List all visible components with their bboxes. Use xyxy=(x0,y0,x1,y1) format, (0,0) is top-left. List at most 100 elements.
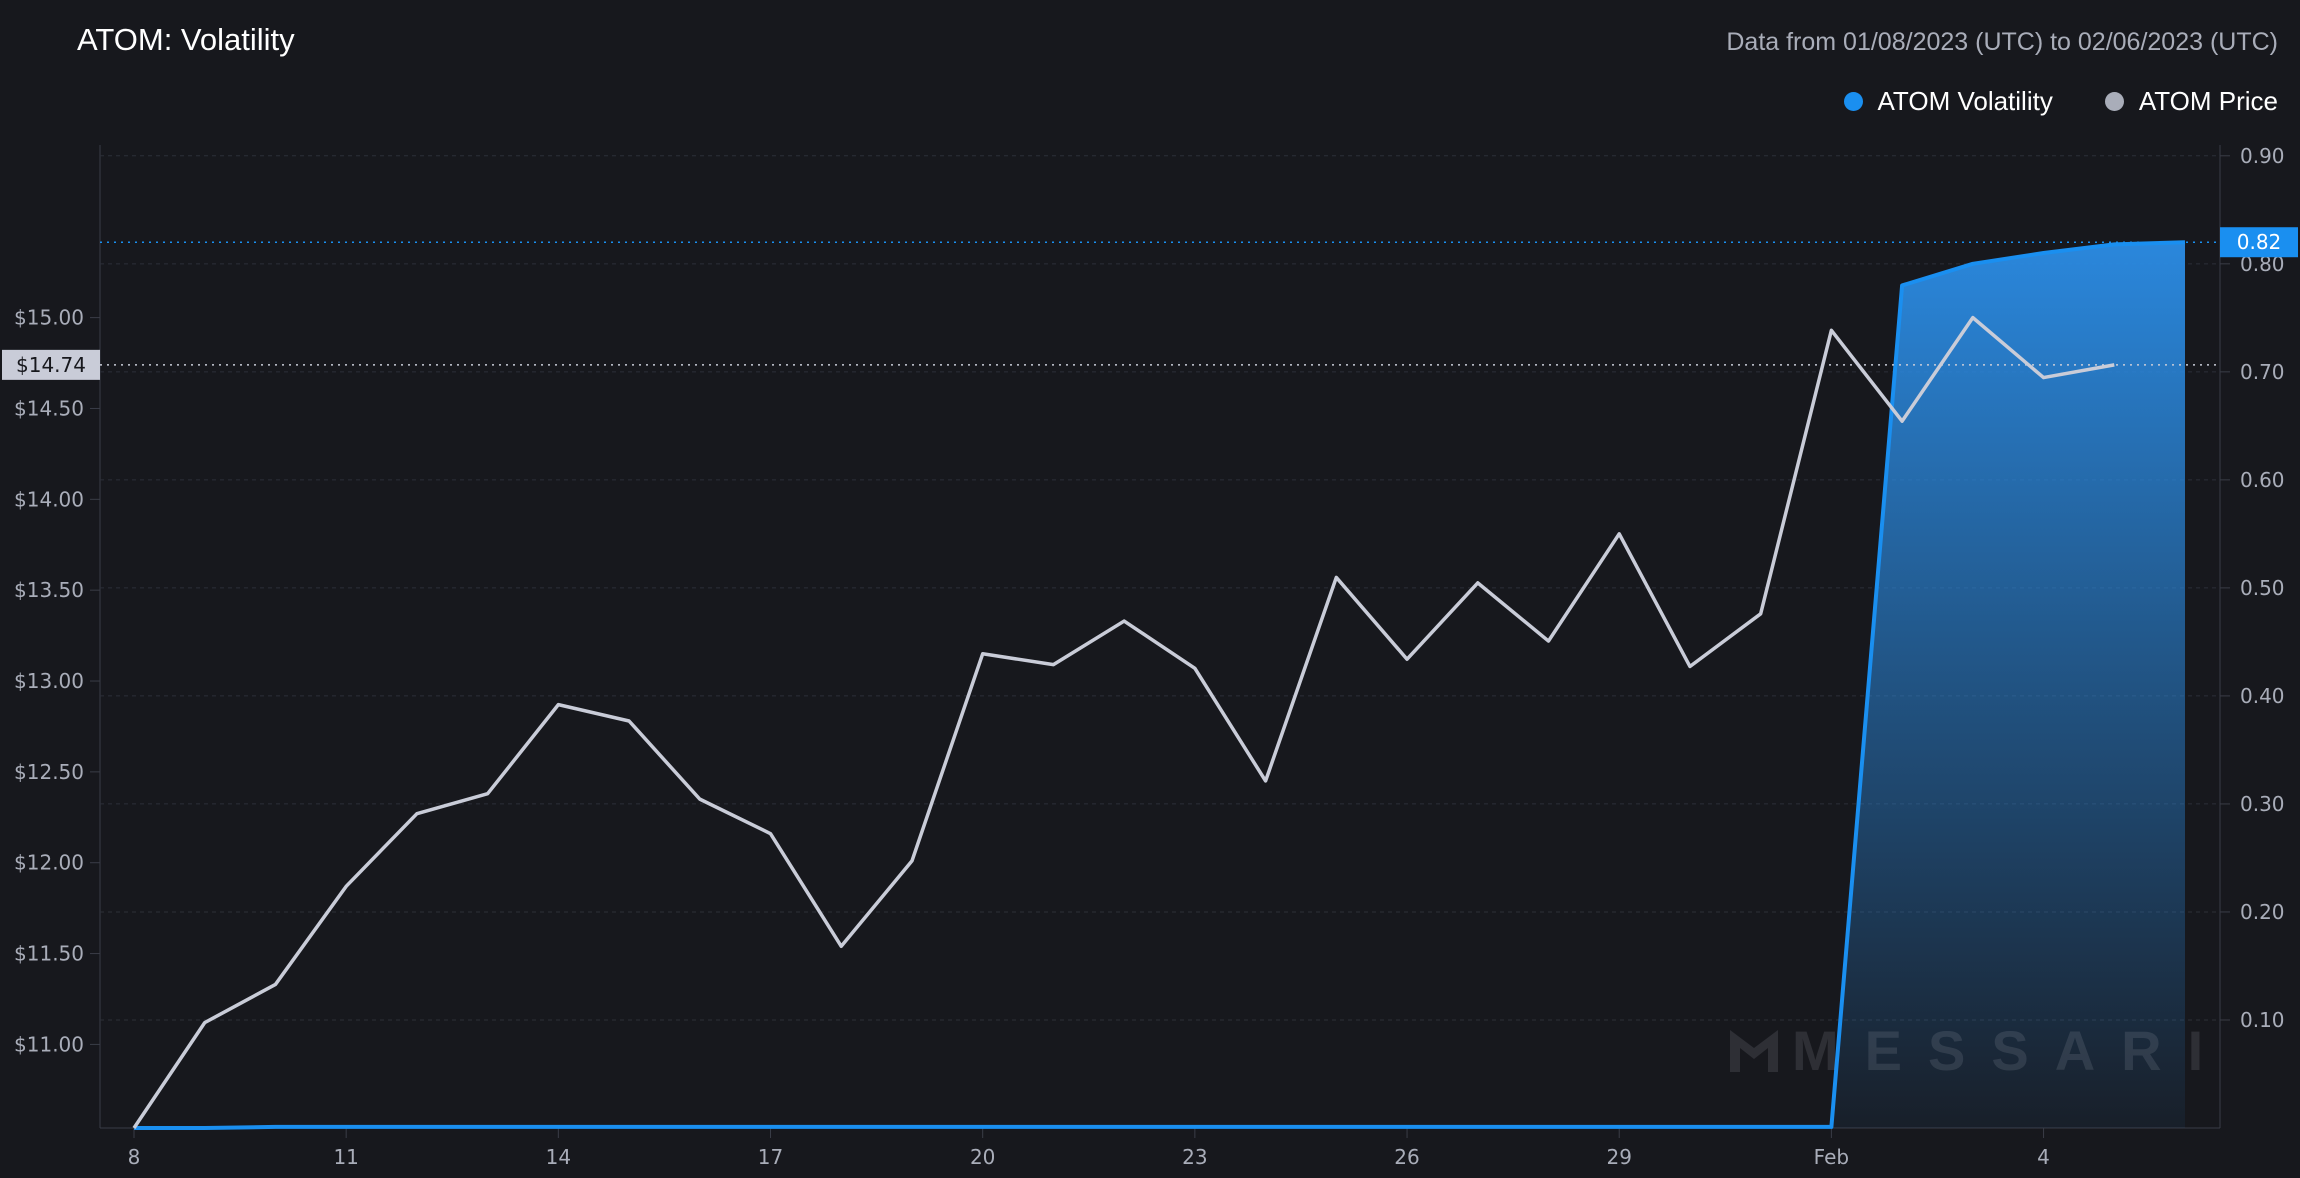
volatility-point xyxy=(626,1124,632,1130)
volatility-point xyxy=(1687,1124,1693,1130)
price-point xyxy=(1545,638,1551,644)
volatility-point xyxy=(485,1124,491,1130)
left-axis-tick-label: $11.00 xyxy=(14,1032,84,1056)
volatility-point xyxy=(1121,1124,1127,1130)
x-axis-tick-label: 4 xyxy=(2037,1145,2050,1169)
current-price-label: $14.74 xyxy=(16,353,86,377)
volatility-point xyxy=(272,1124,278,1130)
volatility-point xyxy=(1050,1124,1056,1130)
left-axis-tick-label: $13.00 xyxy=(14,669,84,693)
right-axis-tick-label: 0.20 xyxy=(2240,900,2285,924)
price-point xyxy=(1475,580,1481,586)
x-axis-tick-label: 23 xyxy=(1182,1145,1207,1169)
volatility-point xyxy=(838,1124,844,1130)
price-point xyxy=(202,1020,208,1026)
volatility-point xyxy=(1828,1124,1834,1130)
messari-watermark: MESSARI xyxy=(1728,1018,2229,1083)
volatility-point xyxy=(697,1124,703,1130)
x-axis-tick-label: Feb xyxy=(1814,1145,1849,1169)
volatility-point xyxy=(414,1124,420,1130)
volatility-point xyxy=(1899,282,1905,288)
price-point xyxy=(343,883,349,889)
volatility-area xyxy=(134,242,2185,1128)
volatility-point xyxy=(555,1124,561,1130)
legend-label-volatility: ATOM Volatility xyxy=(1877,86,2053,116)
left-axis-tick-label: $14.00 xyxy=(14,487,84,511)
volatility-point xyxy=(1616,1124,1622,1130)
right-axis-tick-label: 0.30 xyxy=(2240,792,2285,816)
left-axis-tick-label: $12.50 xyxy=(14,760,84,784)
volatility-point xyxy=(768,1124,774,1130)
price-point xyxy=(1121,618,1127,624)
x-axis-tick-label: 17 xyxy=(758,1145,783,1169)
volatility-line xyxy=(134,240,2186,1130)
left-axis-tick-label: $12.00 xyxy=(14,851,84,875)
volatility-point xyxy=(980,1124,986,1130)
price-point xyxy=(626,718,632,724)
current-volatility-badge xyxy=(2220,227,2298,258)
price-point xyxy=(1687,663,1693,669)
right-axis-tick-label: 0.40 xyxy=(2240,684,2285,708)
volatility-point xyxy=(1192,1124,1198,1130)
price-point xyxy=(697,796,703,802)
right-axis-tick-label: 0.10 xyxy=(2240,1008,2285,1032)
price-point xyxy=(1404,656,1410,662)
watermark-text: MESSARI xyxy=(1792,1019,2230,1082)
volatility-point xyxy=(1758,1124,1764,1130)
legend-item-price[interactable]: ATOM Price xyxy=(2104,86,2278,117)
messari-logo-icon xyxy=(1730,1029,1778,1072)
price-point xyxy=(555,702,561,708)
volatility-point xyxy=(2041,250,2047,256)
x-axis-tick-label: 14 xyxy=(546,1145,571,1169)
price-point xyxy=(838,943,844,949)
legend-dot-price xyxy=(2104,92,2124,111)
price-point xyxy=(1192,665,1198,671)
price-point xyxy=(414,811,420,817)
price-point xyxy=(909,858,915,864)
price-point xyxy=(1970,315,1976,321)
legend-label-price: ATOM Price xyxy=(2138,86,2278,116)
legend-dot-volatility xyxy=(1843,92,1863,111)
right-axis-tick-label: 0.60 xyxy=(2240,468,2285,492)
price-point xyxy=(980,651,986,657)
volatility-point xyxy=(1404,1124,1410,1130)
price-point xyxy=(485,791,491,797)
right-axis-tick-label: 0.90 xyxy=(2240,144,2285,168)
price-line xyxy=(132,315,2115,1129)
price-point xyxy=(1758,611,1764,617)
price-point xyxy=(2041,375,2047,381)
right-axis-tick-label: 0.50 xyxy=(2240,576,2285,600)
price-point xyxy=(1050,662,1056,668)
left-axis-tick-label: $11.50 xyxy=(14,942,84,966)
right-axis-tick-label: 0.70 xyxy=(2240,360,2285,384)
price-point xyxy=(1263,778,1269,784)
volatility-point xyxy=(202,1125,208,1131)
left-axis-tick-label: $15.00 xyxy=(14,306,84,330)
volatility-point xyxy=(1545,1124,1551,1130)
price-point xyxy=(1899,418,1905,424)
volatility-point xyxy=(1333,1124,1339,1130)
price-point xyxy=(1333,574,1339,580)
left-axis-tick-label: $14.50 xyxy=(14,396,84,420)
date-range: Data from 01/08/2023 (UTC) to 02/06/2023… xyxy=(1726,28,2278,56)
x-axis-tick-label: 8 xyxy=(128,1145,141,1169)
x-axis-tick-label: 20 xyxy=(970,1145,995,1169)
price-point xyxy=(768,831,774,837)
volatility-point xyxy=(343,1124,349,1130)
legend: ATOM Volatility ATOM Price xyxy=(1843,86,2278,117)
x-axis-tick-label: 26 xyxy=(1394,1145,1419,1169)
price-point xyxy=(1616,531,1622,537)
price-point xyxy=(1828,327,1834,333)
volatility-point xyxy=(131,1125,137,1131)
x-axis-tick-label: 11 xyxy=(333,1145,358,1169)
volatility-point xyxy=(1970,261,1976,267)
volatility-point xyxy=(1475,1124,1481,1130)
legend-item-volatility[interactable]: ATOM Volatility xyxy=(1843,86,2053,117)
price-point xyxy=(272,981,278,987)
left-axis-tick-label: $13.50 xyxy=(14,578,84,602)
volatility-point xyxy=(909,1124,915,1130)
volatility-point xyxy=(1263,1124,1269,1130)
current-volatility-label: 0.82 xyxy=(2237,230,2282,254)
x-axis-tick-label: 29 xyxy=(1606,1145,1631,1169)
